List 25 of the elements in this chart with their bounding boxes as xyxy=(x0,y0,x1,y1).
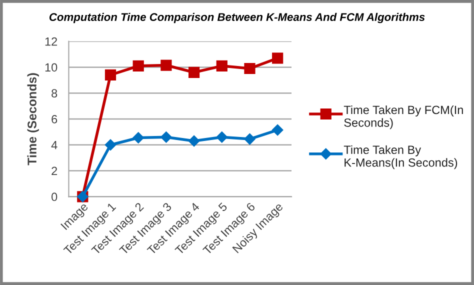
point xyxy=(188,66,200,78)
legend-label: Time Taken By K-Means(In Seconds) xyxy=(344,145,458,170)
point xyxy=(216,60,228,72)
point xyxy=(160,60,172,71)
point xyxy=(272,124,284,136)
y-tick-label: 8 xyxy=(52,89,58,98)
point xyxy=(244,133,256,145)
point xyxy=(132,132,144,144)
point xyxy=(132,60,144,72)
y-tick-label: 0 xyxy=(52,192,58,202)
y-axis-title: Time (Seconds) xyxy=(27,73,39,166)
point xyxy=(188,135,200,147)
chart-title: Computation Time Comparison Between K-Means And FCM Algorithms xyxy=(49,12,425,24)
legend-label: Time Taken By FCM(In Seconds) xyxy=(344,105,463,130)
point xyxy=(104,69,116,81)
y-tick-label: 4 xyxy=(51,141,58,150)
y-tick-label: 2 xyxy=(52,166,58,176)
point xyxy=(272,52,284,64)
y-tick-label: 6 xyxy=(52,115,58,124)
y-tick-label: 10 xyxy=(45,63,58,72)
point xyxy=(160,132,172,143)
point xyxy=(104,139,116,150)
point xyxy=(244,62,256,74)
point xyxy=(216,132,228,143)
y-tick-label: 12 xyxy=(45,37,58,46)
